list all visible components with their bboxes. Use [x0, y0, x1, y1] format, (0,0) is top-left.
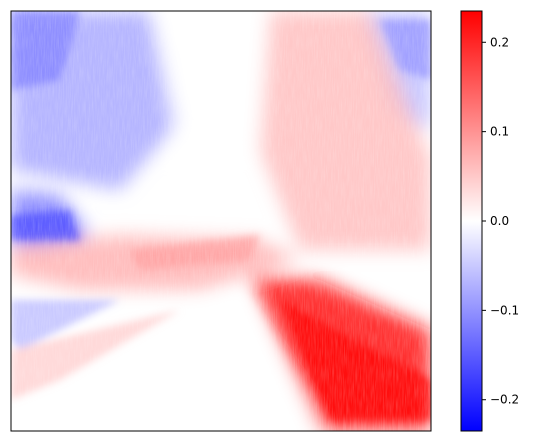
colorbar-tick-label: 0.2 [490, 35, 509, 49]
plot-frame [10, 10, 432, 432]
colorbar-tick-label: −0.2 [490, 393, 519, 407]
colorbar-gradient [461, 11, 482, 431]
colorbar-tick-label: −0.1 [490, 303, 519, 317]
heatmap [11, 11, 431, 431]
colorbar-tick-label: 0.1 [490, 125, 509, 139]
colorbar-tick-label: 0.0 [490, 214, 509, 228]
heatmap-texture [11, 11, 431, 431]
colorbar: −0.2 −0.1 0.0 0.1 0.2 [460, 10, 519, 432]
